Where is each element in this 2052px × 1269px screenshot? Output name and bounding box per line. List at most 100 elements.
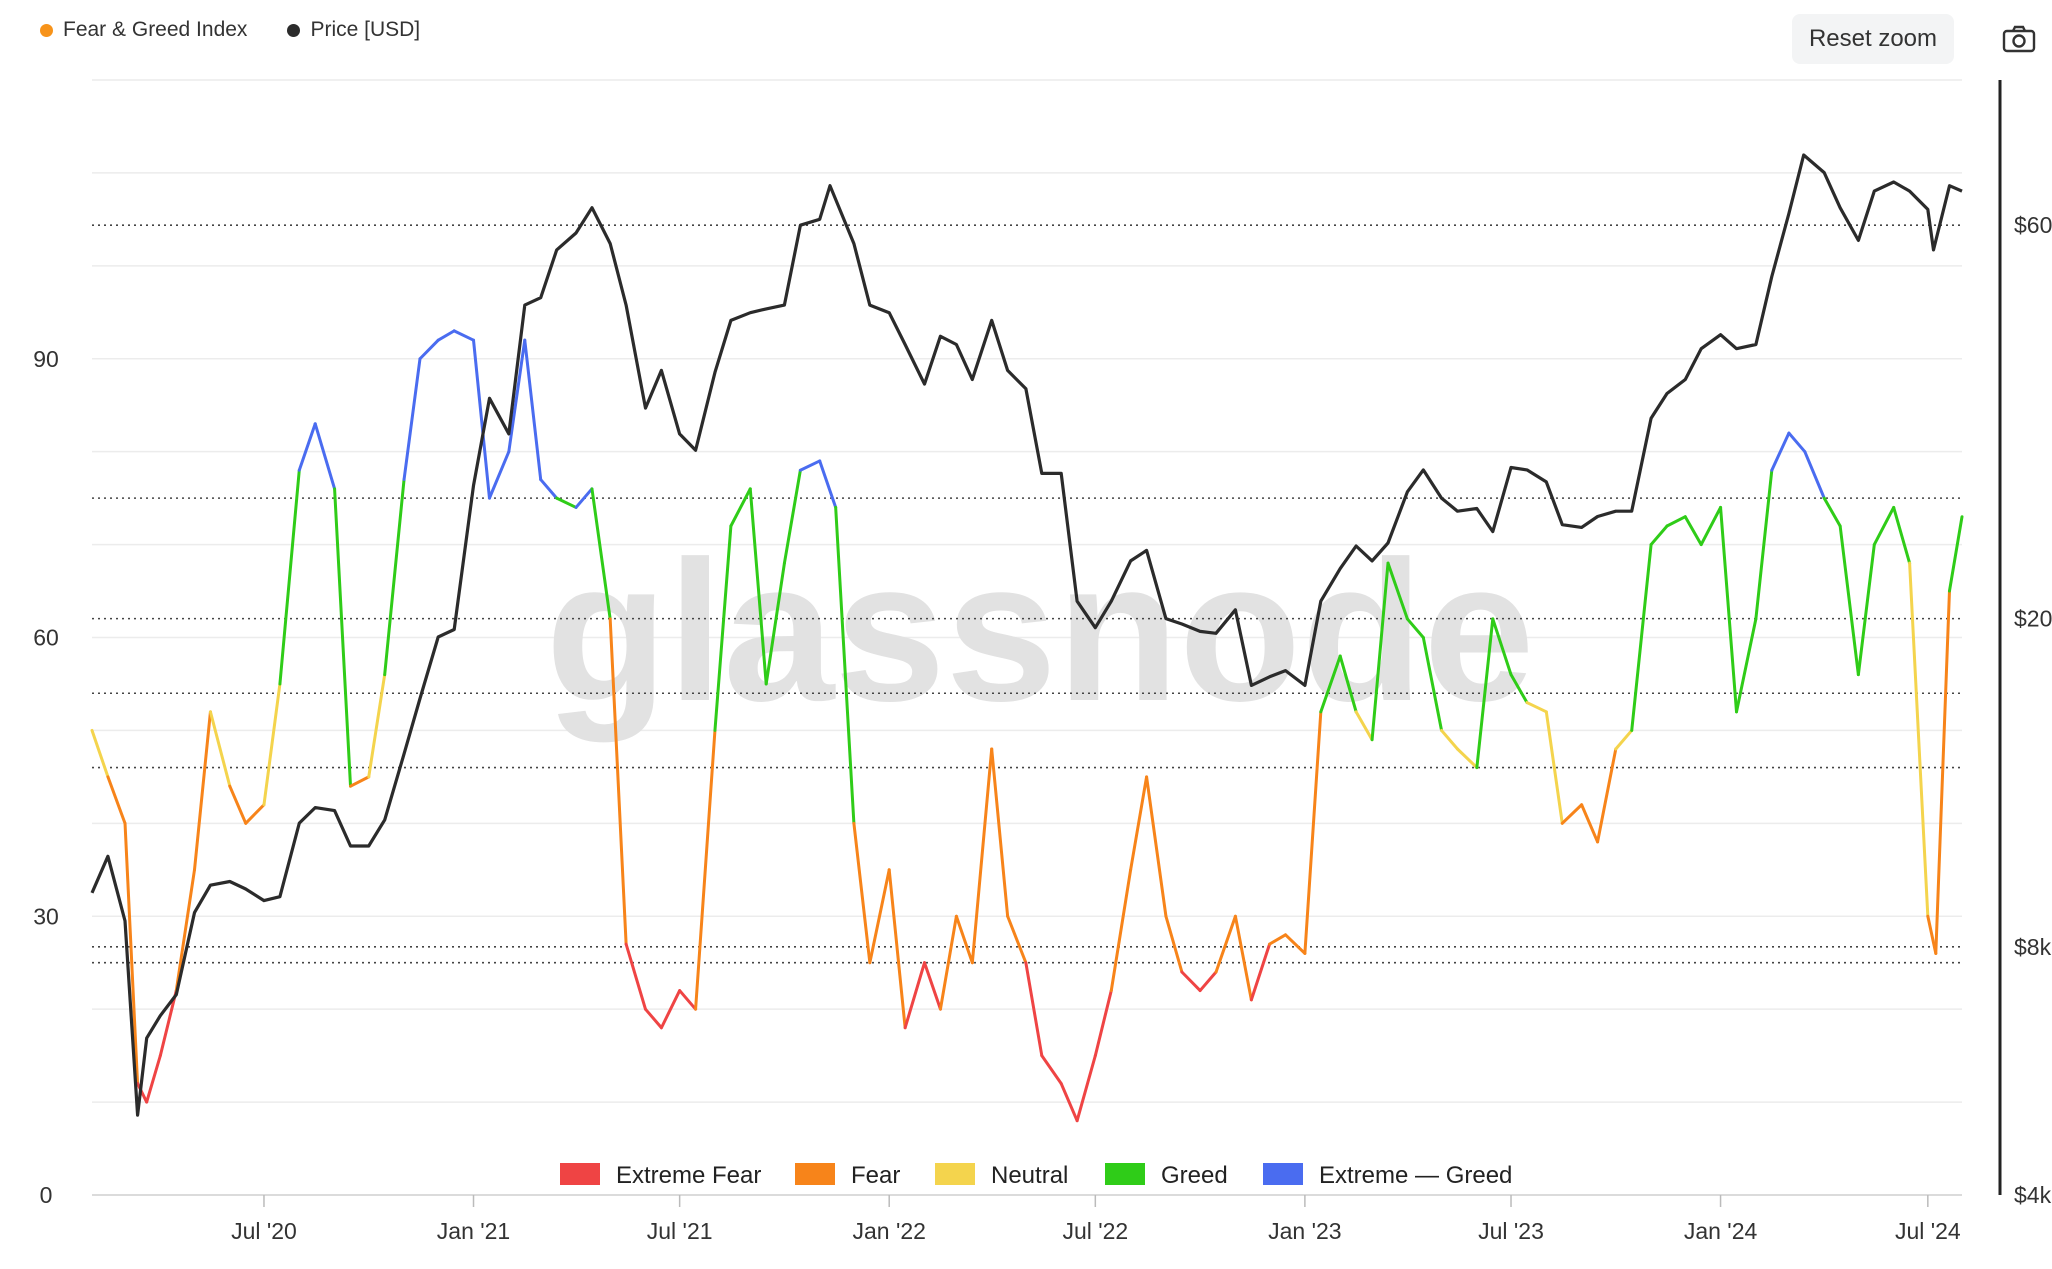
fear-greed-segment (1544, 710, 1564, 825)
fear-greed-segment (228, 784, 248, 825)
fear-greed-segment (1284, 933, 1307, 955)
legend-label-price: Price [USD] (310, 18, 421, 41)
fear-greed-segment (106, 775, 127, 825)
zone-legend-swatch (935, 1163, 975, 1185)
fear-greed-segment (452, 329, 476, 342)
fear-greed-segment (1180, 970, 1202, 993)
fear-greed-segment (782, 468, 802, 565)
right-axis-tick-label: $60k (2014, 212, 2052, 238)
x-axis-tick-label: Jul '24 (1895, 1218, 1961, 1244)
fear-greed-segment (1370, 561, 1390, 742)
fear-greed-segment (333, 487, 353, 788)
fear-greed-segment (608, 617, 628, 946)
zone-legend-label: Greed (1161, 1162, 1228, 1189)
fear-greed-segment (418, 338, 440, 361)
fear-greed-segment (367, 673, 387, 779)
x-axis-tick-label: Jan '23 (1268, 1218, 1341, 1244)
fear-greed-segment (555, 496, 578, 509)
fear-greed-segment (1338, 654, 1358, 714)
fear-greed-segment (1926, 914, 1938, 955)
camera-icon[interactable] (2002, 24, 2036, 54)
fear-greed-segment (1129, 775, 1149, 872)
fear-greed-segment (1405, 617, 1425, 639)
fear-greed-segment (868, 868, 891, 965)
fear-greed-segment (694, 728, 717, 1011)
watermark: glassnode (545, 520, 1534, 743)
fear-greed-segment (938, 914, 958, 1011)
zone-legend-label: Extreme — Greed (1319, 1162, 1512, 1189)
fear-greed-segment (1475, 617, 1495, 770)
fear-greed-segment (1303, 710, 1323, 955)
fear-greed-segment (436, 329, 456, 342)
x-axis-tick-label: Jan '22 (852, 1218, 925, 1244)
fear-greed-segment (834, 505, 856, 825)
fear-greed-segment (1683, 515, 1703, 547)
fear-greed-segment (1075, 1054, 1097, 1123)
top-legend: Fear & Greed Index Price [USD] (40, 18, 420, 42)
fear-greed-segment (136, 1082, 149, 1104)
left-axis-tick-label: 60 (33, 625, 59, 651)
fear-greed-segment (713, 524, 733, 732)
fear-greed-segment (1440, 728, 1459, 751)
fear-greed-segment (523, 338, 543, 482)
fear-greed-segment (1754, 468, 1774, 621)
left-axis-tick-label: 30 (33, 903, 59, 929)
fear-greed-segment (1059, 1082, 1079, 1123)
legend-dot-fear-greed (40, 23, 53, 37)
fear-greed-segment (1614, 728, 1634, 751)
fear-greed-segment (1856, 543, 1876, 677)
fear-greed-segment (818, 459, 838, 509)
fear-greed-segment (1699, 505, 1723, 547)
fear-greed-segment (1580, 803, 1600, 844)
fear-greed-segment (349, 775, 371, 788)
fear-greed-segment (748, 487, 768, 686)
zone-legend-swatch (560, 1163, 600, 1185)
left-axis-tick-label: 90 (33, 346, 59, 372)
fear-greed-segment (1872, 505, 1896, 547)
fear-greed-segment (1649, 524, 1669, 547)
fear-greed-segment (1560, 803, 1584, 825)
fear-greed-segment (402, 357, 422, 482)
fear-greed-segment (1040, 1054, 1063, 1085)
legend-item-fear-greed[interactable]: Fear & Greed Index (40, 18, 247, 42)
fear-greed-segment (1770, 431, 1791, 472)
fear-greed-segment (383, 478, 406, 677)
fear-greed-segment (1934, 589, 1951, 955)
reset-zoom-button[interactable]: Reset zoom (1792, 14, 1954, 64)
right-axis-tick-label: $20k (2014, 606, 2052, 632)
fear-greed-segment (923, 961, 942, 1011)
fear-greed-segment (1509, 673, 1529, 705)
fear-greed-segment (1319, 654, 1342, 714)
fear-greed-segment (487, 450, 511, 500)
fear-greed-series (90, 329, 1964, 1123)
fear-greed-segment (1386, 561, 1409, 621)
zone-legend: Extreme Fear Fear Neutral Greed Extreme — Gr… (560, 1162, 1512, 1189)
fear-greed-segment (507, 338, 527, 454)
fear-greed-segment (297, 422, 317, 472)
fear-greed-segment (1109, 868, 1133, 993)
legend-dot-price (287, 23, 301, 37)
zone-legend-label: Neutral (991, 1162, 1068, 1189)
fear-greed-segment (1947, 515, 1964, 593)
fear-greed-segment (1024, 961, 1044, 1058)
fear-greed-segment (970, 747, 994, 965)
x-axis-tick-label: Jan '21 (437, 1218, 510, 1244)
fear-greed-segment (278, 468, 301, 686)
fear-greed-segment (624, 942, 647, 1011)
fear-greed-segment (123, 821, 140, 1085)
price-line (90, 153, 1963, 1117)
fear-greed-segment (903, 961, 927, 1030)
fear-greed-segment (1354, 710, 1374, 742)
legend-label-fear-greed: Fear & Greed Index (63, 18, 248, 41)
fear-greed-segment (1822, 496, 1842, 528)
fear-greed-segment (887, 868, 907, 1030)
fear-greed-segment (990, 747, 1010, 918)
fear-greed-segment (1214, 914, 1237, 974)
legend-item-price[interactable]: Price [USD] (287, 18, 420, 42)
fear-greed-segment (1908, 561, 1930, 918)
fear-greed-segment (1525, 701, 1548, 714)
fear-greed-segment (262, 682, 282, 807)
fear-greed-segment (145, 1054, 162, 1104)
fear-greed-segment (90, 728, 110, 779)
